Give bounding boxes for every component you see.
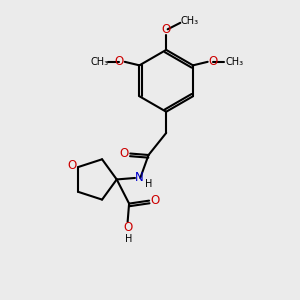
Text: N: N <box>134 172 143 184</box>
Text: CH₃: CH₃ <box>225 57 243 67</box>
Text: O: O <box>162 23 171 36</box>
Text: O: O <box>123 221 132 234</box>
Text: CH₃: CH₃ <box>90 57 108 67</box>
Text: H: H <box>125 234 133 244</box>
Text: O: O <box>150 194 160 207</box>
Text: O: O <box>68 159 77 172</box>
Text: H: H <box>145 179 152 190</box>
Text: O: O <box>115 55 124 68</box>
Text: CH₃: CH₃ <box>180 16 198 26</box>
Text: O: O <box>208 55 217 68</box>
Text: O: O <box>120 147 129 160</box>
